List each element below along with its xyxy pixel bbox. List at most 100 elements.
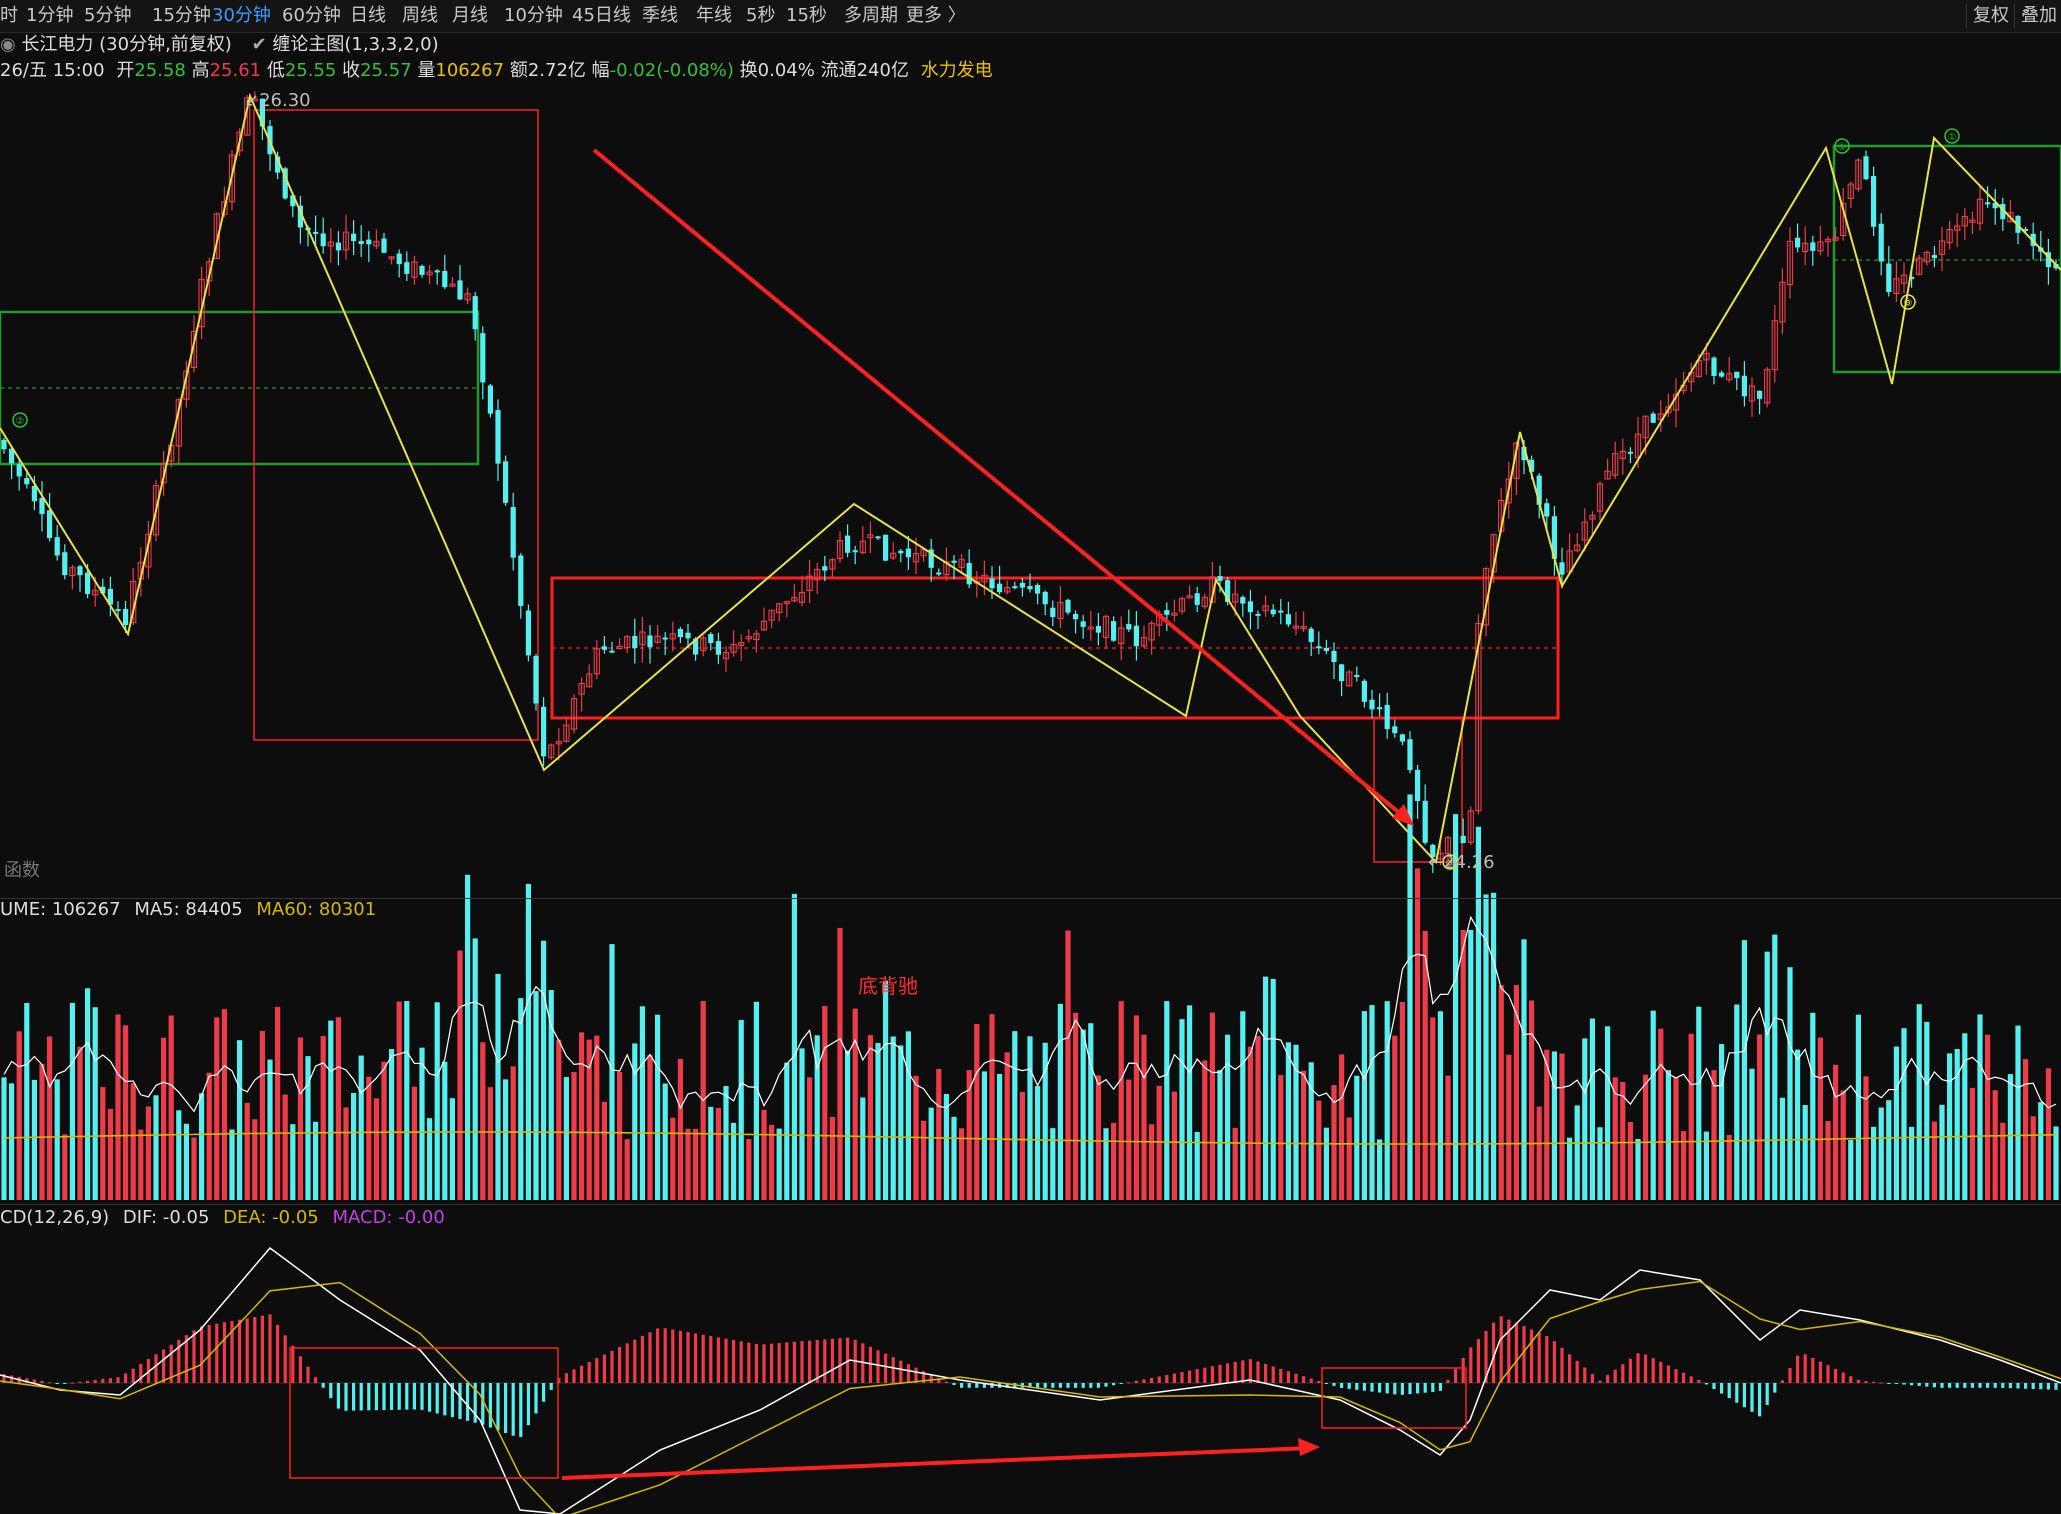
- macd-bar: [1036, 1383, 1040, 1388]
- volume-bar: [1749, 1068, 1755, 1200]
- stroke-zigzag-line: [0, 92, 2061, 865]
- volume-bar: [358, 1055, 364, 1200]
- volume-bar: [427, 1118, 433, 1200]
- volume-bar: [1118, 1001, 1124, 1200]
- volume-bar: [1855, 1014, 1861, 1200]
- period-tab-6[interactable]: 日线: [350, 5, 386, 26]
- candle-body: [859, 540, 866, 554]
- macd-bar: [1340, 1383, 1344, 1388]
- period-tab-2[interactable]: 5分钟: [84, 5, 132, 26]
- macd-bar: [906, 1364, 910, 1383]
- macd-bar: [937, 1378, 941, 1383]
- volume-bar: [1301, 1070, 1307, 1200]
- macd-bar: [1948, 1383, 1952, 1388]
- macd-bar: [1940, 1383, 1944, 1388]
- candle-body: [1444, 837, 1452, 855]
- macd-bar: [1279, 1368, 1283, 1383]
- macd-bar: [329, 1383, 333, 1399]
- macd-bar: [1005, 1383, 1009, 1388]
- candle-body: [1171, 612, 1178, 616]
- sector-tag[interactable]: 水力发电: [920, 60, 993, 81]
- volume-bar: [130, 1083, 136, 1200]
- period-tab-13[interactable]: 5秒: [746, 5, 776, 26]
- macd-bar: [1096, 1383, 1100, 1388]
- volume-bar: [814, 1035, 820, 1200]
- overlay-button[interactable]: 叠加: [2014, 4, 2061, 28]
- volume-bar: [1042, 1042, 1048, 1200]
- volume-bar: [807, 1077, 813, 1200]
- volume-bar: [905, 1031, 911, 1200]
- candle-body: [275, 156, 281, 173]
- indicator-name[interactable]: 缠论主图(1,3,3,2,0): [272, 34, 439, 55]
- period-tab-10[interactable]: 45日线: [572, 5, 631, 26]
- period-tab-1[interactable]: 1分钟: [26, 5, 74, 26]
- period-tab-5[interactable]: 60分钟: [282, 5, 341, 26]
- volume-bar: [1498, 985, 1504, 1200]
- macd-bar: [443, 1383, 447, 1416]
- macd-bar: [390, 1383, 394, 1410]
- divergence-box: [289, 1347, 559, 1479]
- volume-bar: [1012, 1031, 1018, 1200]
- volume-bar: [1757, 1034, 1763, 1200]
- candle-body: [1711, 357, 1717, 376]
- indicator-toggle-icon[interactable]: ✔: [251, 34, 267, 55]
- macd-bar: [352, 1383, 356, 1411]
- panel-divider: [0, 1204, 2061, 1205]
- volume-bar: [1171, 1091, 1177, 1200]
- period-tab-7[interactable]: 周线: [402, 5, 438, 26]
- volume-bar: [769, 1124, 775, 1200]
- volume-bar: [31, 1079, 37, 1200]
- period-tab-9[interactable]: 10分钟: [504, 5, 563, 26]
- volume-bar: [860, 1097, 866, 1200]
- candle-body: [1642, 415, 1649, 439]
- macd-bar: [2024, 1383, 2028, 1389]
- period-tab-3[interactable]: 15分钟: [152, 5, 211, 26]
- period-tab-12[interactable]: 年线: [696, 5, 732, 26]
- macd-bar: [298, 1356, 302, 1383]
- candle-body: [829, 559, 836, 570]
- volume-bar: [153, 1095, 159, 1200]
- candle-body: [1521, 446, 1527, 461]
- fuquan-button[interactable]: 复权: [1966, 4, 2015, 28]
- volume-bar: [404, 1001, 410, 1200]
- macd-bar: [846, 1337, 850, 1383]
- macd-bar: [534, 1383, 538, 1414]
- period-tab-16[interactable]: 更多 〉: [906, 5, 966, 26]
- macd-bar: [633, 1339, 637, 1383]
- candle-body: [1893, 278, 1900, 295]
- candle-body: [1186, 595, 1193, 599]
- candle-body: [563, 724, 570, 742]
- macd-bar: [1461, 1357, 1465, 1383]
- volume-bar: [1848, 1139, 1854, 1200]
- volume-bar: [1339, 1054, 1345, 1200]
- candle-body: [1961, 215, 1968, 227]
- volume-bar: [1483, 894, 1489, 1200]
- candle-body: [47, 510, 53, 538]
- period-tab-14[interactable]: 15秒: [786, 5, 827, 26]
- macd-bar: [1773, 1383, 1777, 1393]
- candle-body: [297, 205, 303, 228]
- candle-body: [373, 240, 380, 247]
- volume-bar: [921, 1120, 927, 1200]
- candle-body: [381, 238, 387, 253]
- period-tab-8[interactable]: 月线: [452, 5, 488, 26]
- volume-bar: [1696, 1006, 1702, 1200]
- period-tab-11[interactable]: 季线: [642, 5, 678, 26]
- volume-bar: [419, 1047, 425, 1200]
- stock-name[interactable]: 长江电力 (30分钟,前复权): [21, 34, 232, 55]
- volume-bar: [1544, 1049, 1550, 1200]
- macd-bar: [1408, 1383, 1412, 1395]
- macd-bar: [1758, 1383, 1762, 1417]
- period-tab-15[interactable]: 多周期: [844, 5, 898, 26]
- volume-bar: [670, 1117, 676, 1200]
- macd-bar: [549, 1383, 553, 1390]
- volume-bar: [959, 1128, 965, 1200]
- period-tab-0[interactable]: 时: [0, 5, 18, 26]
- macd-bar: [177, 1339, 181, 1383]
- macd-bar: [678, 1330, 682, 1383]
- period-tab-4[interactable]: 30分钟: [212, 5, 271, 26]
- volume-bar: [685, 1128, 691, 1200]
- candle-body: [890, 552, 897, 559]
- volume-bar: [1475, 826, 1481, 1200]
